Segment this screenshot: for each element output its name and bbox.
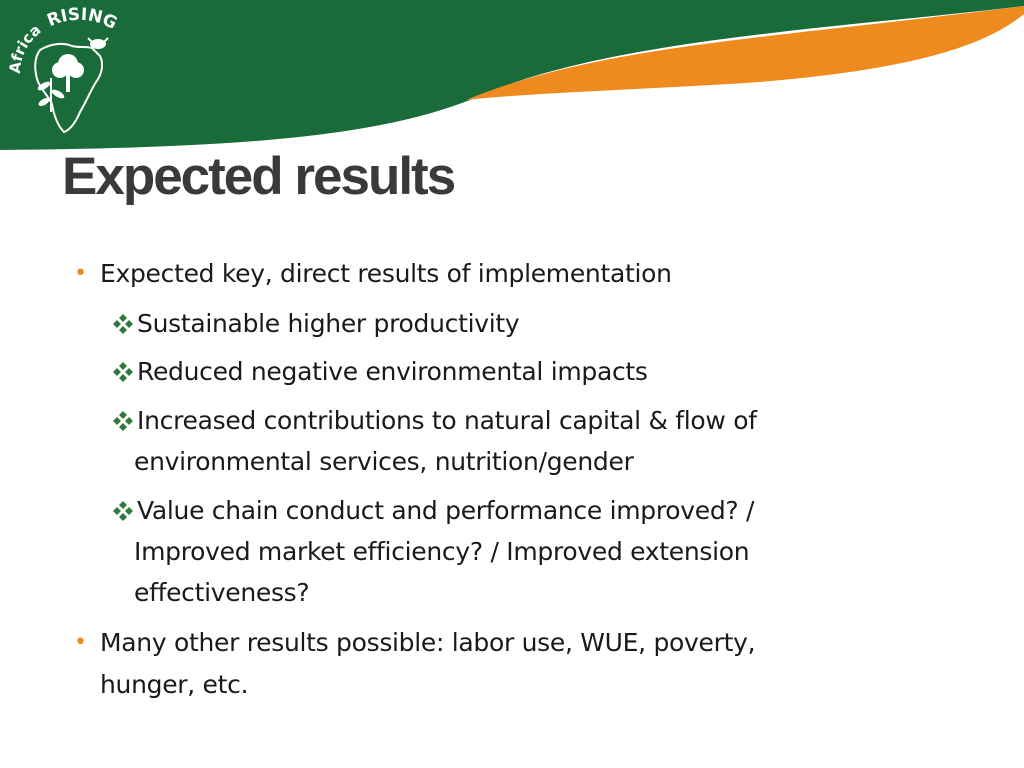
plant-icon — [37, 78, 65, 112]
sub-item-line: Improved market efficiency? / Improved e… — [134, 537, 750, 566]
header-banner — [0, 0, 1024, 150]
logo-word-rising: RISING — [44, 5, 120, 34]
sub-item-line: Increased contributions to natural capit… — [137, 406, 757, 435]
bullet-dot: • — [74, 261, 87, 286]
orange-swoosh — [466, 6, 1024, 100]
bullet-item-line: Many other results possible: labor use, … — [100, 628, 756, 657]
bullet-item: Expected key, direct results of implemen… — [100, 259, 672, 288]
tree-icon — [52, 54, 84, 92]
africa-rising-logo: Africa RISING — [6, 5, 120, 134]
diamond-bullet-icon — [113, 411, 133, 431]
sub-item-line: Sustainable higher productivity — [137, 309, 520, 338]
bullet-item-line: hunger, etc. — [100, 670, 249, 699]
sub-item-line: environmental services, nutrition/gender — [134, 447, 634, 476]
sub-item-line: Reduced negative environmental impacts — [137, 357, 648, 386]
cattle-icon — [87, 37, 109, 49]
diamond-bullet-icon — [113, 501, 133, 521]
bullet-dot: • — [74, 630, 87, 655]
diamond-bullet-icon — [113, 362, 133, 382]
slide-title: Expected results — [62, 147, 456, 206]
logo-word-africa: Africa — [6, 21, 44, 75]
sub-item-line: effectiveness? — [134, 578, 310, 607]
green-wave — [0, 0, 1024, 150]
sub-item-line: Value chain conduct and performance impr… — [137, 496, 755, 525]
diamond-bullet-icon — [113, 314, 133, 334]
